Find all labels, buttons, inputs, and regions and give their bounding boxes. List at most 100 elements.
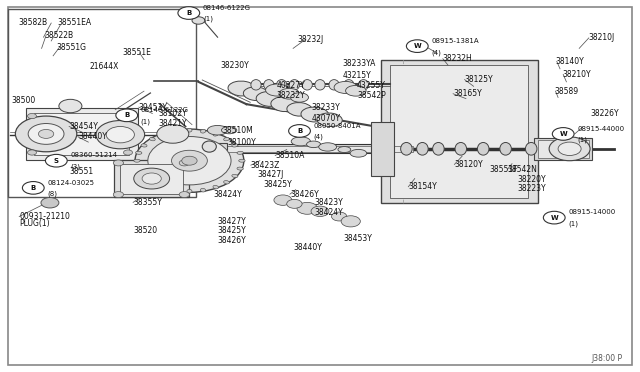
Circle shape — [124, 150, 132, 155]
Text: PLUG(1): PLUG(1) — [19, 219, 50, 228]
Ellipse shape — [291, 93, 308, 102]
Circle shape — [311, 206, 329, 217]
Text: 38165Y: 38165Y — [453, 89, 482, 98]
Ellipse shape — [239, 159, 245, 162]
Text: W: W — [550, 215, 558, 221]
Circle shape — [22, 182, 44, 194]
Ellipse shape — [417, 142, 428, 155]
Text: 38542P: 38542P — [357, 92, 386, 100]
Circle shape — [113, 160, 124, 166]
Text: 08360-51214: 08360-51214 — [70, 153, 118, 158]
Text: 21644X: 21644X — [90, 62, 119, 71]
Text: 38233YA: 38233YA — [342, 60, 376, 68]
Text: 38230Y: 38230Y — [221, 61, 250, 70]
Text: 43070Y: 43070Y — [312, 114, 340, 123]
Bar — [211, 144, 419, 153]
Text: 38551E: 38551E — [123, 48, 152, 57]
Ellipse shape — [334, 81, 357, 93]
Circle shape — [15, 116, 77, 152]
Ellipse shape — [136, 151, 142, 154]
Text: 38427Y: 38427Y — [218, 217, 246, 226]
Text: (8): (8) — [47, 191, 58, 197]
Text: 08915-14000: 08915-14000 — [568, 209, 616, 215]
Ellipse shape — [141, 144, 147, 147]
Text: 08915-1381A: 08915-1381A — [431, 38, 479, 44]
Circle shape — [134, 168, 170, 189]
Text: 38220Y: 38220Y — [517, 175, 546, 184]
Ellipse shape — [338, 147, 351, 153]
Ellipse shape — [500, 142, 511, 155]
Ellipse shape — [141, 174, 147, 177]
Ellipse shape — [287, 103, 312, 116]
Ellipse shape — [433, 142, 444, 155]
Ellipse shape — [213, 185, 218, 189]
Text: 38551F: 38551F — [489, 165, 518, 174]
Text: 38520: 38520 — [133, 226, 157, 235]
Circle shape — [558, 142, 581, 155]
Text: 38210J: 38210J — [589, 33, 615, 42]
Ellipse shape — [279, 89, 300, 99]
Text: 38522B: 38522B — [45, 31, 74, 40]
Text: 08050-8401A: 08050-8401A — [314, 123, 361, 129]
Ellipse shape — [149, 137, 156, 141]
Text: 38425Y: 38425Y — [264, 180, 292, 189]
Ellipse shape — [301, 107, 329, 122]
Circle shape — [38, 129, 54, 138]
Text: 38125Y: 38125Y — [465, 75, 493, 84]
Bar — [381, 60, 538, 203]
Ellipse shape — [149, 180, 156, 184]
Text: W: W — [559, 131, 567, 137]
Bar — [114, 160, 189, 197]
Ellipse shape — [317, 113, 342, 126]
Ellipse shape — [271, 97, 299, 112]
Text: 38355Y: 38355Y — [133, 198, 162, 207]
Text: 38500: 38500 — [12, 96, 36, 105]
Bar — [390, 65, 528, 198]
Text: 38551EA: 38551EA — [58, 18, 92, 27]
Circle shape — [28, 113, 36, 119]
Ellipse shape — [401, 142, 412, 155]
Text: 38589: 38589 — [554, 87, 579, 96]
Ellipse shape — [344, 80, 354, 90]
Circle shape — [287, 199, 302, 208]
Bar — [34, 113, 129, 155]
Text: 38232J: 38232J — [297, 35, 323, 44]
Circle shape — [332, 212, 347, 221]
Text: 08146-6122G: 08146-6122G — [141, 107, 189, 113]
Circle shape — [45, 154, 67, 167]
Ellipse shape — [358, 80, 369, 90]
Text: 38542N: 38542N — [508, 165, 538, 174]
Circle shape — [59, 99, 82, 113]
Circle shape — [179, 160, 189, 166]
Bar — [208, 143, 227, 150]
Ellipse shape — [243, 87, 269, 100]
Ellipse shape — [221, 126, 237, 134]
Ellipse shape — [315, 80, 325, 90]
Text: 38426Y: 38426Y — [218, 236, 246, 245]
Text: 08146-6122G: 08146-6122G — [203, 5, 251, 11]
Text: 38453Y: 38453Y — [343, 234, 372, 243]
Text: 38551G: 38551G — [56, 43, 86, 52]
Ellipse shape — [455, 142, 467, 155]
Text: 38426Y: 38426Y — [290, 190, 319, 199]
Ellipse shape — [276, 80, 287, 90]
Bar — [371, 122, 394, 176]
Circle shape — [172, 150, 207, 171]
Bar — [534, 138, 592, 160]
Text: S: S — [54, 158, 59, 164]
Text: 38551: 38551 — [69, 167, 93, 176]
Text: 38425Y: 38425Y — [218, 226, 246, 235]
Ellipse shape — [264, 80, 274, 90]
Text: 38423Z: 38423Z — [251, 161, 280, 170]
Text: 38454Y: 38454Y — [69, 122, 98, 131]
Circle shape — [178, 7, 200, 19]
Text: (1): (1) — [203, 16, 213, 22]
Circle shape — [549, 137, 590, 161]
Text: 00931-21210: 00931-21210 — [19, 212, 70, 221]
Text: 43255Y: 43255Y — [357, 81, 386, 90]
Circle shape — [148, 137, 231, 185]
Ellipse shape — [173, 188, 179, 192]
Ellipse shape — [213, 132, 218, 136]
Circle shape — [41, 198, 59, 208]
Ellipse shape — [136, 167, 142, 170]
